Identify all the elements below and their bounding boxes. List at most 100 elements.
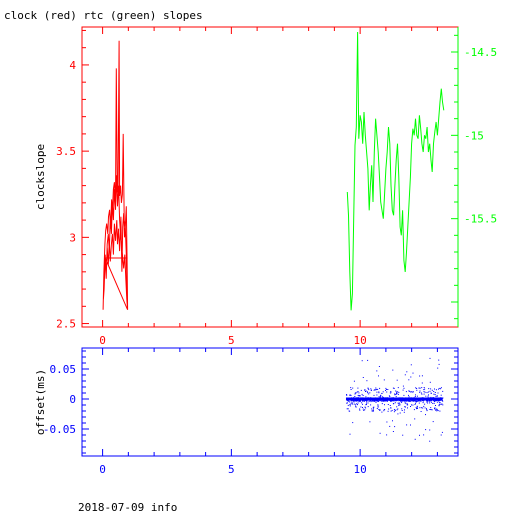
offset-point xyxy=(428,388,430,390)
y-tick-label: 3 xyxy=(69,231,76,244)
offset-point xyxy=(349,433,351,435)
bottom-plot-frame xyxy=(81,347,459,457)
offset-point xyxy=(429,400,430,402)
offset-point xyxy=(424,388,426,390)
x-tick-label: 0 xyxy=(99,463,106,476)
offset-point xyxy=(423,405,425,407)
offset-point xyxy=(407,400,409,402)
offset-point xyxy=(369,421,371,423)
bottom-y-axis: 0.05 0 -0.05 xyxy=(43,350,458,454)
offset-point xyxy=(438,388,439,390)
offset-point xyxy=(373,406,375,408)
offset-point xyxy=(382,396,384,398)
offset-point xyxy=(437,395,438,397)
offset-point xyxy=(410,391,412,393)
offset-point xyxy=(390,391,392,392)
offset-point xyxy=(404,402,406,404)
offset-point xyxy=(439,387,441,389)
offset-point xyxy=(385,389,386,391)
offset-point xyxy=(416,405,418,407)
offset-point xyxy=(363,410,365,411)
offset-point xyxy=(414,418,416,420)
offset-point xyxy=(408,394,409,396)
offset-point xyxy=(434,407,436,409)
offset-point xyxy=(434,392,436,393)
offset-point xyxy=(423,389,425,391)
offset-point xyxy=(401,408,403,410)
offset-point xyxy=(420,400,422,402)
top-panel: 0 5 10 2.5 3 3.5 4 -14.5 -15 -15.5 clockslope xyxy=(34,26,497,347)
offset-point xyxy=(349,410,351,412)
offset-point xyxy=(413,400,415,402)
offset-point xyxy=(376,400,378,402)
offset-point xyxy=(439,404,441,406)
offset-point xyxy=(364,389,366,391)
offset-point xyxy=(378,391,380,393)
offset-point xyxy=(387,389,389,390)
offset-point xyxy=(413,409,415,411)
offset-point xyxy=(358,400,360,402)
offset-points-group xyxy=(345,357,444,442)
offset-point xyxy=(438,363,440,365)
offset-point xyxy=(422,400,424,402)
offset-point xyxy=(404,406,406,408)
top-plot-frame xyxy=(81,26,459,328)
offset-point xyxy=(429,357,431,359)
offset-point xyxy=(410,406,411,407)
offset-point xyxy=(359,401,361,403)
offset-point xyxy=(410,424,411,426)
offset-point xyxy=(436,410,438,412)
y2-tick-label: -15.5 xyxy=(464,213,497,226)
offset-point xyxy=(393,411,395,413)
offset-point xyxy=(408,400,410,402)
offset-point xyxy=(396,393,398,395)
offset-point xyxy=(415,400,417,402)
offset-point xyxy=(420,411,422,412)
offset-point xyxy=(424,391,426,393)
offset-point xyxy=(393,400,395,402)
offset-point xyxy=(352,387,354,389)
offset-point xyxy=(434,408,436,410)
offset-point xyxy=(355,406,357,408)
offset-point xyxy=(397,408,399,410)
offset-point xyxy=(429,381,431,383)
offset-point xyxy=(405,391,407,393)
offset-point xyxy=(399,404,401,406)
offset-point xyxy=(379,409,381,411)
x-tick-label: 5 xyxy=(228,334,235,347)
offset-point xyxy=(438,405,440,407)
offset-point xyxy=(394,426,396,428)
offset-point xyxy=(370,404,372,406)
offset-point xyxy=(374,389,376,391)
offset-point xyxy=(433,393,435,395)
offset-point xyxy=(400,400,402,402)
offset-point xyxy=(369,400,371,402)
offset-point xyxy=(403,394,405,396)
offset-point xyxy=(394,409,396,411)
offset-point xyxy=(440,387,442,389)
offset-point xyxy=(367,391,368,393)
offset-point xyxy=(409,401,411,402)
offset-point xyxy=(398,404,400,406)
offset-point xyxy=(435,389,437,391)
offset-point xyxy=(426,410,428,412)
offset-point xyxy=(389,405,391,406)
offset-point xyxy=(352,422,354,424)
top-x-axis: 0 5 10 xyxy=(99,27,438,347)
offset-point xyxy=(368,400,370,402)
offset-point xyxy=(401,410,403,411)
offset-point xyxy=(412,391,414,393)
offset-point xyxy=(395,396,397,398)
offset-point xyxy=(365,407,367,409)
offset-point xyxy=(412,404,414,406)
y2-tick-label: -14.5 xyxy=(464,46,497,59)
offset-point xyxy=(376,388,378,390)
offset-point xyxy=(394,400,396,402)
offset-point xyxy=(399,402,401,404)
offset-point xyxy=(367,406,369,408)
offset-point xyxy=(381,403,383,405)
offset-point xyxy=(363,400,365,402)
offset-point xyxy=(425,414,426,416)
offset-point xyxy=(442,400,444,402)
offset-point xyxy=(435,395,437,397)
